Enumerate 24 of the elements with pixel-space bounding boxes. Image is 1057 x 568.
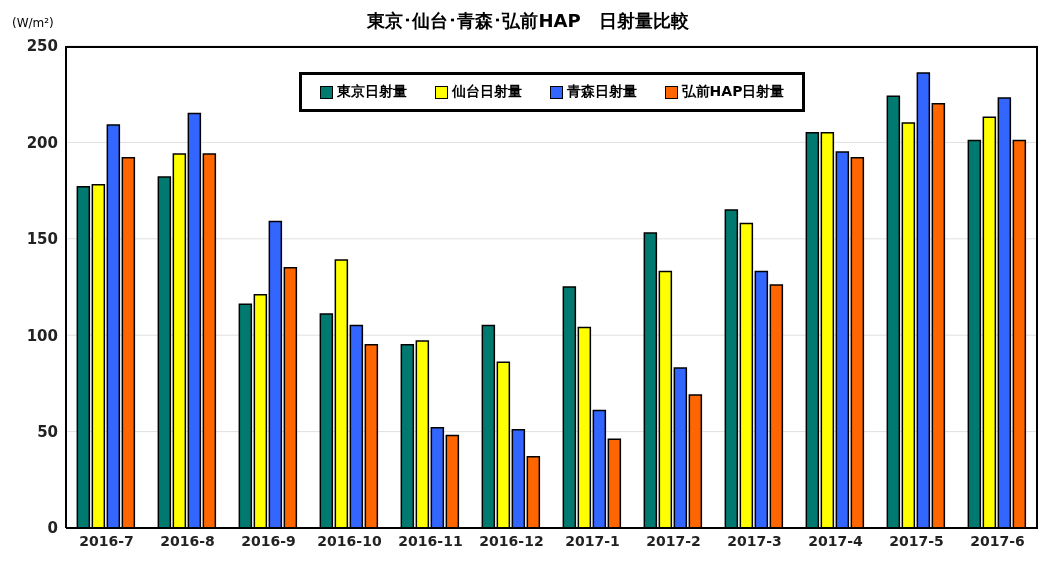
x-tick-label: 2017-1 — [565, 532, 620, 549]
x-tick-label: 2017-5 — [889, 532, 944, 549]
legend-label: 青森日射量 — [565, 83, 637, 101]
y-tick-label: 0 — [47, 519, 58, 538]
x-tick-label: 2017-4 — [808, 532, 864, 549]
x-tick-label: 2016-7 — [79, 532, 134, 549]
x-tick-label: 2017-3 — [727, 532, 782, 549]
y-tick-label: 50 — [37, 422, 58, 441]
x-tick-label: 2017-6 — [970, 532, 1025, 549]
x-tick-label: 2016-12 — [479, 532, 544, 549]
x-tick-label: 2016-10 — [317, 532, 382, 549]
y-axis-title: (W/m²) — [12, 16, 54, 30]
legend-label: 弘前HAP日射量 — [680, 83, 785, 101]
y-tick-label: 200 — [26, 133, 58, 152]
y-tick-label: 250 — [26, 37, 58, 56]
x-tick-label: 2016-8 — [160, 532, 215, 549]
chart-title: 東京･仙台･青森･弘前HAP 日射量比較 — [367, 10, 689, 31]
legend-label: 仙台日射量 — [450, 83, 522, 101]
x-tick-label: 2017-2 — [646, 532, 701, 549]
legend-label: 東京日射量 — [335, 83, 407, 101]
x-tick-label: 2016-11 — [398, 532, 463, 549]
y-tick-label: 100 — [26, 326, 58, 345]
y-tick-label: 150 — [26, 230, 58, 249]
x-tick-label: 2016-9 — [241, 532, 296, 549]
